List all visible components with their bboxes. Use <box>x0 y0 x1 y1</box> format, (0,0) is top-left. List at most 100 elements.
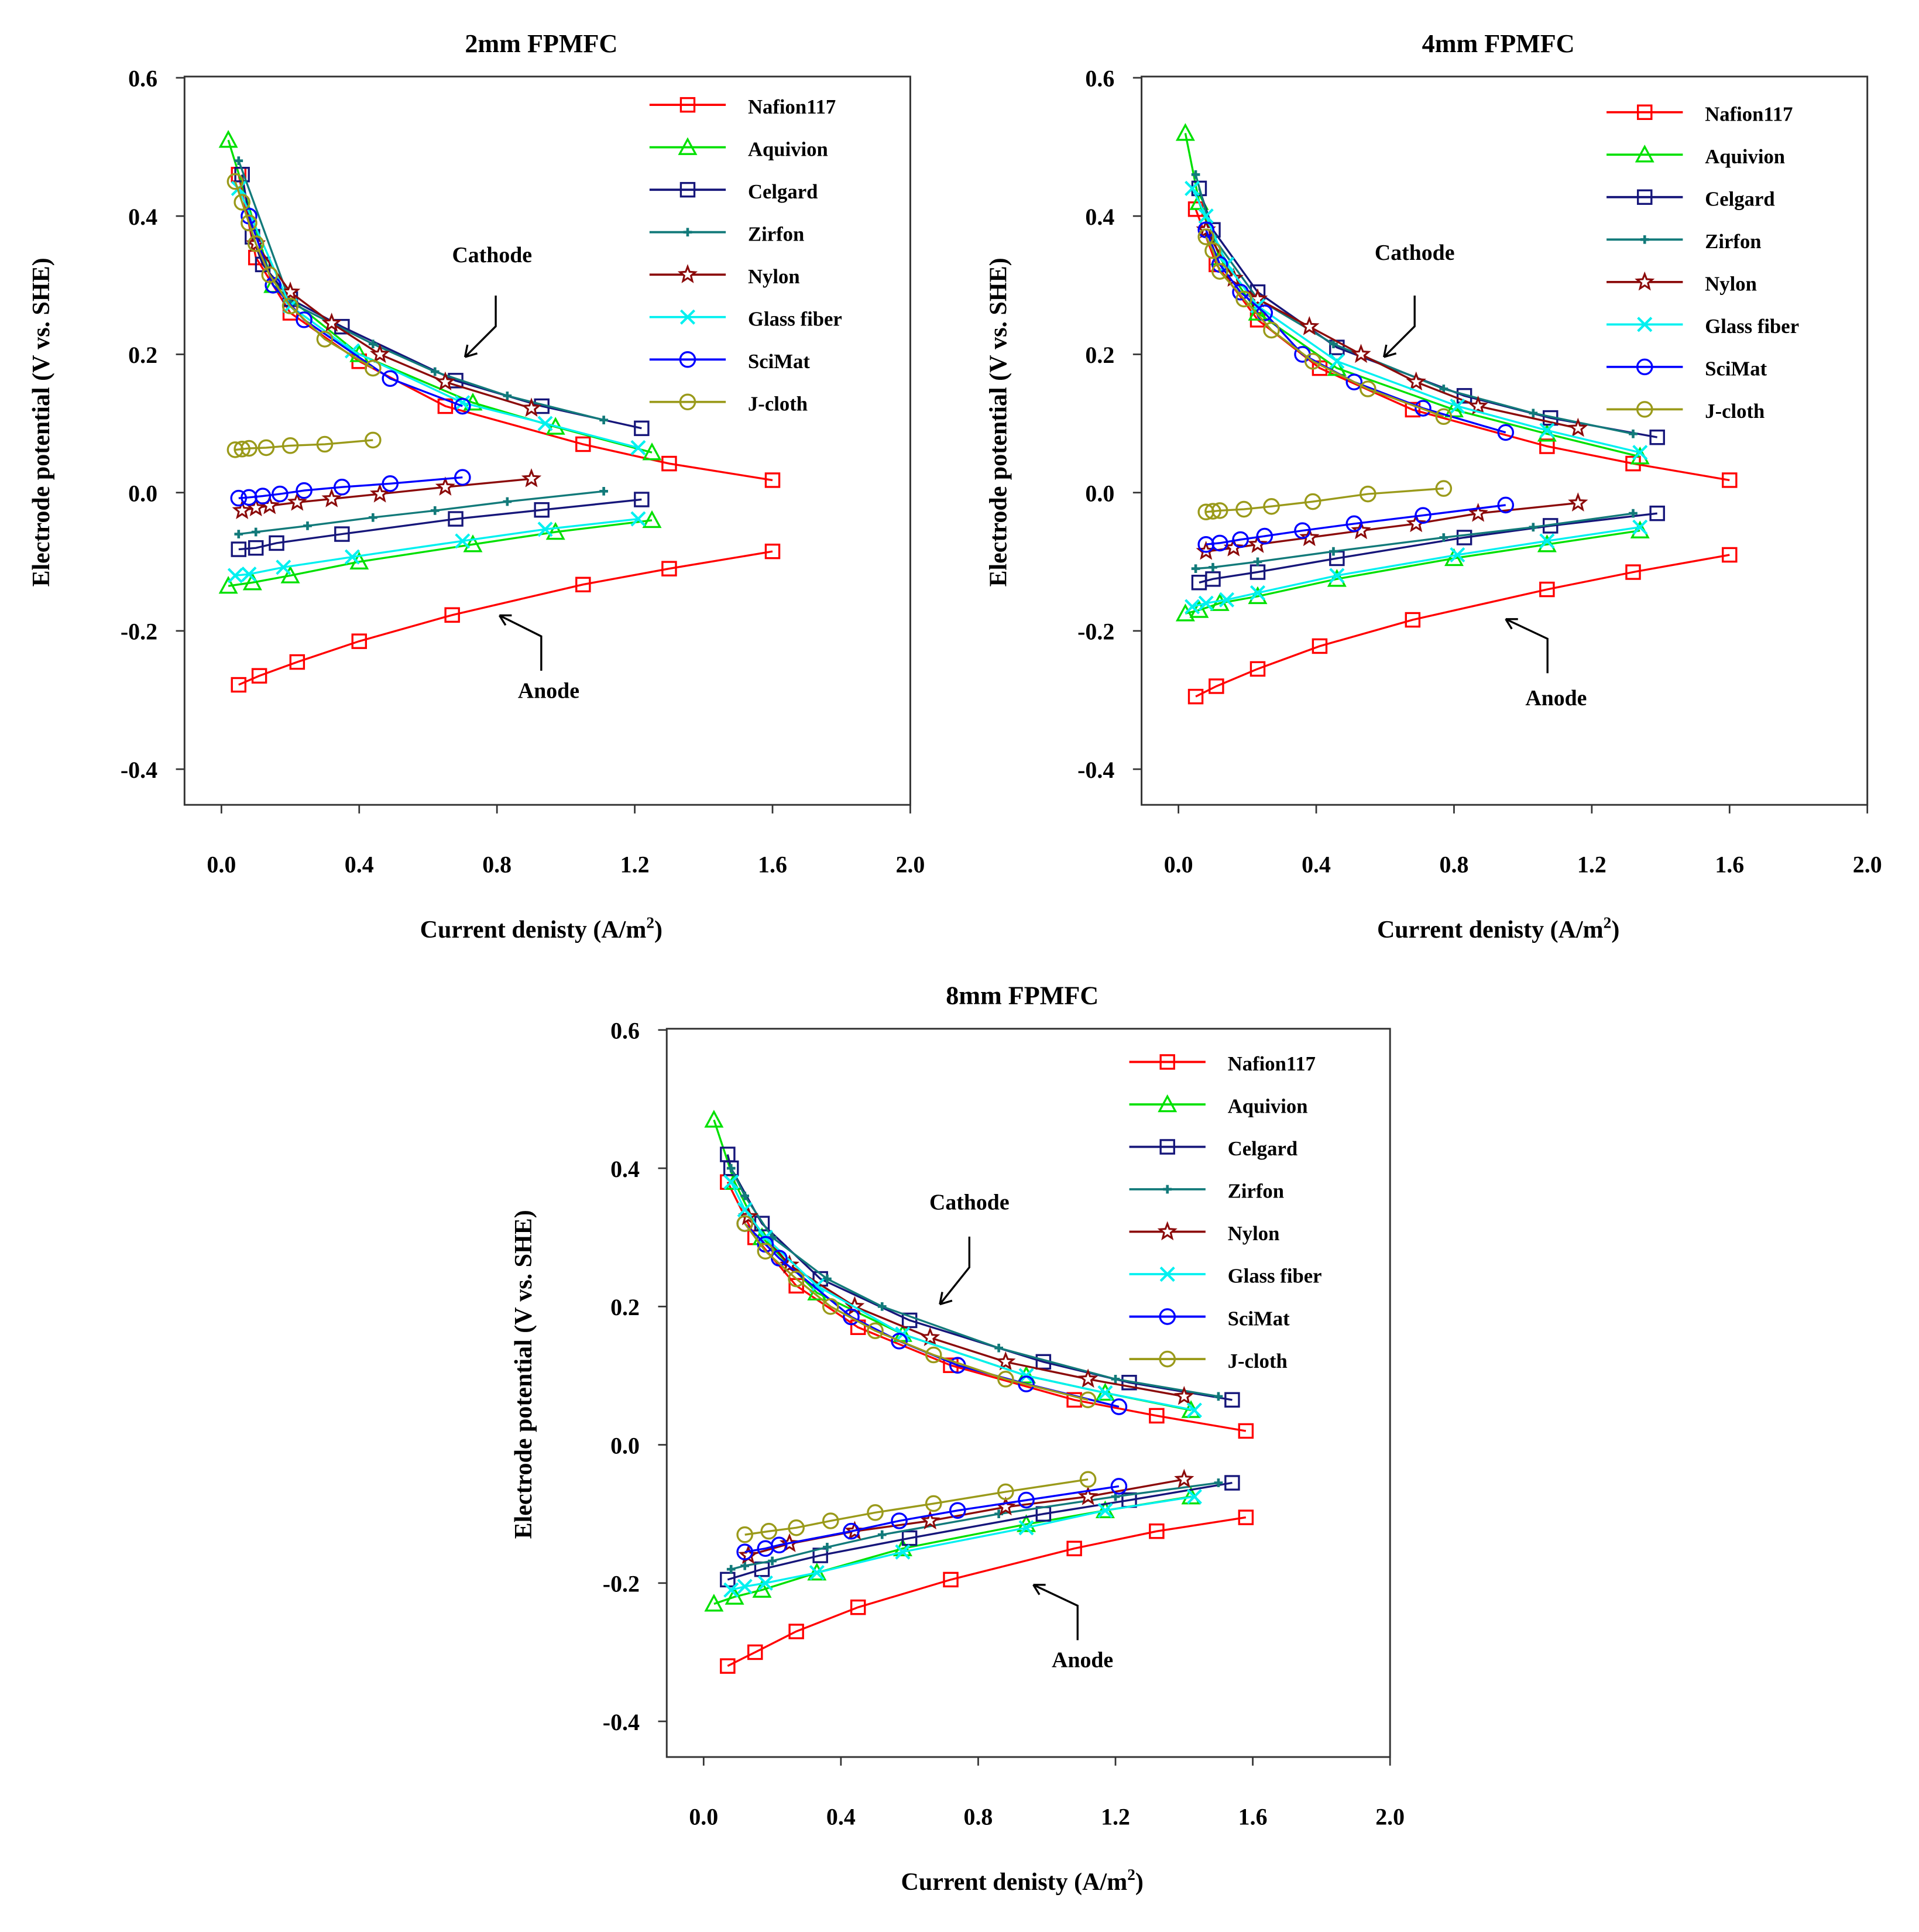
legend-marker <box>1636 401 1653 418</box>
y-axis-label: Electrode potential (V vs. SHE) <box>510 1210 537 1539</box>
anode-point <box>1351 520 1371 540</box>
legend-label: Nafion117 <box>748 95 836 118</box>
y-tick-label: 0.2 <box>128 342 157 368</box>
legend-marker <box>1159 1308 1176 1325</box>
anode-point <box>575 576 591 593</box>
anode-annotation: Anode <box>1052 1648 1113 1673</box>
cathode-point <box>740 1191 750 1200</box>
anode-point <box>1256 527 1273 545</box>
cathode-point <box>1238 1423 1254 1439</box>
anode-point <box>1175 603 1195 622</box>
anode-line <box>1195 554 1730 698</box>
x-tick-label: 0.0 <box>1164 852 1193 878</box>
anode-point <box>788 1624 804 1639</box>
y-tick-label: 0.6 <box>610 1018 640 1044</box>
anode-point <box>1232 531 1249 548</box>
anode-point <box>537 521 553 537</box>
anode-point <box>1444 548 1464 567</box>
cathode-point <box>630 440 646 455</box>
anode-point <box>760 1522 778 1540</box>
x-tick-label: 2.0 <box>895 852 925 878</box>
legend-marker <box>1159 1054 1175 1070</box>
cathode-point <box>634 420 650 437</box>
anode-point <box>276 560 291 575</box>
cathode-point <box>537 416 553 431</box>
anode-point <box>1253 557 1262 567</box>
anode-point <box>1625 564 1641 580</box>
anode-point <box>1539 581 1555 598</box>
anode-line <box>1199 512 1657 584</box>
cathode-point <box>1248 303 1268 321</box>
x-tick-label: 1.6 <box>758 852 787 878</box>
anode-point <box>454 469 471 486</box>
series-zirfon <box>1191 170 1637 573</box>
cathode-point <box>1468 395 1488 415</box>
anode-point <box>382 475 399 492</box>
cathode-point <box>1329 354 1345 369</box>
cathode-point <box>1079 1391 1097 1409</box>
cathode-point <box>737 1202 753 1217</box>
anode-point <box>303 521 312 530</box>
anode-point <box>231 541 247 557</box>
legend-label: Zirfon <box>748 222 804 245</box>
chart-panel: 8mm FPMFC 0.0 0.4 0.8 1.2 1.6 2.0 0.6 0.4 0.2 0.0 -… <box>510 982 1405 1896</box>
anode-point <box>1218 592 1235 608</box>
anode-line <box>727 1481 1233 1581</box>
anode-point <box>368 513 377 522</box>
anode-point <box>1649 505 1665 521</box>
legend-marker <box>1635 145 1654 163</box>
anode-point <box>1529 523 1538 532</box>
legend-marker <box>678 137 698 155</box>
legend-label: Glass fiber <box>748 307 842 330</box>
cathode-point <box>1415 400 1431 417</box>
legend-marker <box>683 228 692 237</box>
series-j-cloth <box>736 1215 1097 1543</box>
anode-point <box>726 1564 736 1574</box>
anode-point <box>809 1565 825 1581</box>
cathode-point <box>809 1278 825 1293</box>
anode-point <box>823 1543 832 1552</box>
cathode-point <box>1539 438 1555 454</box>
anode-point <box>1406 513 1426 533</box>
series-glass-fiber <box>723 1174 1202 1598</box>
cathode-point <box>843 1308 860 1326</box>
anode-point <box>1097 1502 1113 1518</box>
anode-point <box>241 440 258 457</box>
anode-point <box>1629 509 1637 518</box>
anode-line <box>744 1478 1089 1536</box>
legend-label: Aquivion <box>1228 1095 1308 1118</box>
cathode-point <box>1568 417 1588 437</box>
anode-point <box>720 1658 736 1674</box>
anode-point <box>1249 661 1266 677</box>
anode-point <box>1174 1468 1194 1488</box>
legend-marker <box>1159 1266 1175 1282</box>
chart-title: 8mm FPMFC <box>946 982 1098 1010</box>
cathode-point <box>316 331 334 348</box>
chart-panel: 2mm FPMFC 0.0 0.4 0.8 1.2 1.6 2.0 0.6 0.4 0.2 0.0 -… <box>28 29 925 943</box>
cathode-point <box>365 359 382 377</box>
legend-label: Glass fiber <box>1705 315 1799 338</box>
cathode-line <box>744 1223 1120 1408</box>
cathode-point <box>261 266 279 283</box>
anode-point <box>251 527 260 537</box>
cathode-point <box>454 397 471 415</box>
legend-marker <box>1640 235 1649 244</box>
cathode-point <box>1018 1375 1035 1392</box>
legend-label: Nylon <box>748 265 800 288</box>
cathode-point <box>1406 371 1426 391</box>
anode-line <box>228 519 653 587</box>
y-tick-label: 0.6 <box>1085 66 1114 92</box>
anode-line <box>1206 504 1506 545</box>
anode-point <box>1149 1523 1165 1539</box>
legend-marker <box>677 264 698 283</box>
x-tick-label: 0.0 <box>689 1804 718 1830</box>
anode-point <box>272 485 289 503</box>
legend-label: Zirfon <box>1228 1180 1284 1203</box>
cathode-point <box>1629 429 1637 438</box>
series-j-cloth <box>1197 228 1453 521</box>
cathode-point <box>218 130 238 148</box>
legend-label: Aquivion <box>748 138 828 160</box>
anode-annotation: Anode <box>518 678 579 703</box>
anode-point <box>723 1582 739 1598</box>
